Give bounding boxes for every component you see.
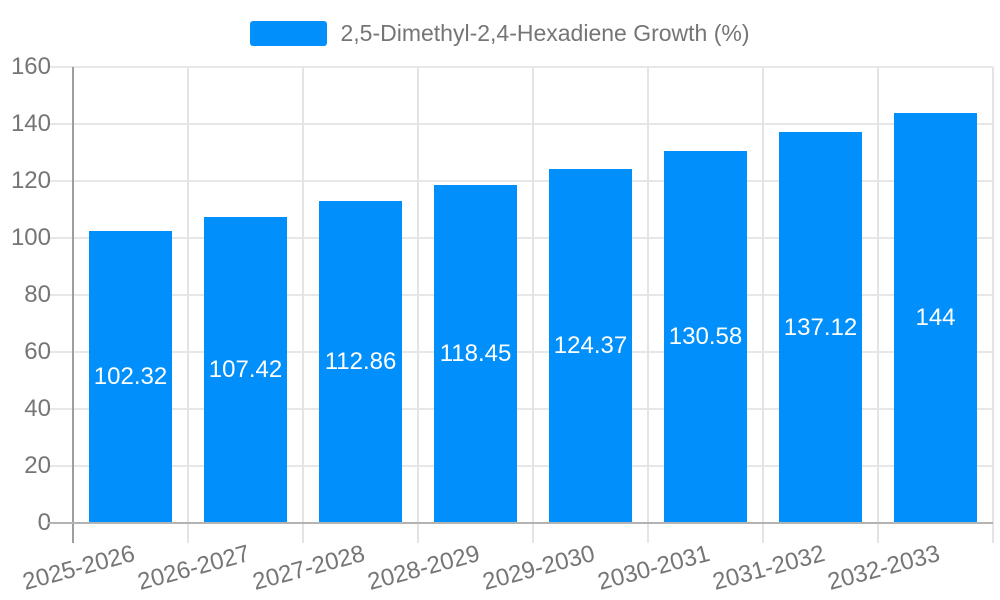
y-gridline	[48, 123, 993, 125]
y-axis-line	[72, 67, 74, 543]
bar-2026-2027[interactable]	[204, 217, 287, 523]
y-gridline	[48, 237, 993, 239]
y-axis-tick-label: 100	[10, 224, 51, 251]
bar-value-label: 118.45	[439, 340, 512, 367]
legend-series-label: 2,5-Dimethyl-2,4-Hexadiene Growth (%)	[340, 19, 750, 46]
y-gridline	[48, 180, 993, 182]
bar-value-label: 130.58	[668, 323, 743, 350]
bar-value-label: 107.42	[208, 356, 283, 383]
legend-item[interactable]: 2,5-Dimethyl-2,4-Hexadiene Growth (%)	[250, 19, 750, 46]
x-gridline	[417, 67, 419, 543]
bar-2028-2029[interactable]	[434, 185, 517, 523]
chart-legend: 2,5-Dimethyl-2,4-Hexadiene Growth (%)	[0, 10, 1000, 56]
bar-2031-2032[interactable]	[779, 132, 862, 523]
y-gridline	[48, 66, 993, 68]
bar-2030-2031[interactable]	[664, 151, 747, 523]
bar-2032-2033[interactable]	[894, 113, 977, 523]
x-gridline	[877, 67, 879, 543]
y-gridline	[48, 294, 993, 296]
bar-value-label: 124.37	[553, 332, 628, 359]
y-axis-tick-label: 40	[24, 395, 51, 422]
x-gridline	[302, 67, 304, 543]
x-gridline	[647, 67, 649, 543]
bar-value-label: 112.86	[324, 348, 397, 375]
y-axis-tick-label: 60	[24, 338, 51, 365]
bar-2025-2026[interactable]	[89, 231, 172, 523]
y-gridline	[48, 351, 993, 353]
bar-2029-2030[interactable]	[549, 169, 632, 523]
y-axis-tick-label: 80	[24, 281, 51, 308]
y-axis-tick-label: 140	[10, 110, 51, 137]
bar-value-label: 102.32	[93, 363, 168, 390]
y-gridline	[48, 465, 993, 467]
y-axis-tick-label: 160	[10, 53, 51, 80]
legend-swatch-icon	[250, 20, 328, 46]
x-axis-line	[48, 522, 993, 524]
x-gridline	[532, 67, 534, 543]
y-axis-tick-label: 0	[37, 509, 51, 536]
x-gridline	[992, 67, 994, 543]
y-gridline	[48, 408, 993, 410]
x-gridline	[187, 67, 189, 543]
bar-value-label: 137.12	[783, 314, 858, 341]
y-axis-tick-label: 20	[24, 452, 51, 479]
y-axis-tick-label: 120	[10, 167, 51, 194]
bar-2027-2028[interactable]	[319, 201, 402, 523]
bar-value-label: 144	[915, 304, 956, 331]
x-gridline	[762, 67, 764, 543]
